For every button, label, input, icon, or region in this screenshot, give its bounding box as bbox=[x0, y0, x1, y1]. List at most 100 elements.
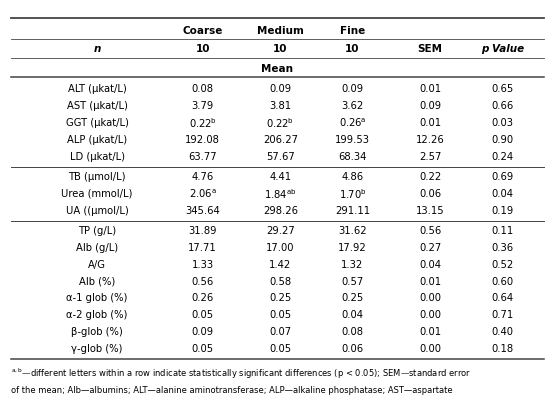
Text: 1.70$^{\mathregular{b}}$: 1.70$^{\mathregular{b}}$ bbox=[339, 187, 366, 201]
Text: TB (μmol/L): TB (μmol/L) bbox=[68, 172, 126, 182]
Text: 17.00: 17.00 bbox=[266, 243, 295, 253]
Text: 31.89: 31.89 bbox=[188, 226, 217, 236]
Text: Alb (g/L): Alb (g/L) bbox=[76, 243, 118, 253]
Text: 10: 10 bbox=[345, 44, 360, 54]
Text: 0.52: 0.52 bbox=[491, 260, 513, 270]
Text: Coarse: Coarse bbox=[183, 26, 223, 36]
Text: 0.04: 0.04 bbox=[341, 310, 364, 320]
Text: n: n bbox=[93, 44, 101, 54]
Text: 0.11: 0.11 bbox=[491, 226, 513, 236]
Text: 0.60: 0.60 bbox=[491, 276, 513, 286]
Text: p Value: p Value bbox=[481, 44, 524, 54]
Text: 0.22$^{\mathregular{b}}$: 0.22$^{\mathregular{b}}$ bbox=[266, 116, 294, 130]
Text: α-2 glob (%): α-2 glob (%) bbox=[67, 310, 128, 320]
Text: 0.26: 0.26 bbox=[191, 293, 214, 303]
Text: 10: 10 bbox=[273, 44, 287, 54]
Text: $^{\mathregular{a,b}}$—different letters within a row indicate statistically sig: $^{\mathregular{a,b}}$—different letters… bbox=[11, 366, 471, 381]
Text: AST (μkat/L): AST (μkat/L) bbox=[67, 101, 128, 111]
Text: 0.69: 0.69 bbox=[491, 172, 513, 182]
Text: 0.09: 0.09 bbox=[341, 84, 364, 94]
Text: Urea (mmol/L): Urea (mmol/L) bbox=[62, 189, 133, 199]
Text: 0.00: 0.00 bbox=[419, 344, 441, 354]
Text: 0.09: 0.09 bbox=[419, 101, 441, 111]
Text: 0.06: 0.06 bbox=[341, 344, 364, 354]
Text: 0.24: 0.24 bbox=[491, 152, 513, 162]
Text: 0.57: 0.57 bbox=[341, 276, 364, 286]
Text: 0.00: 0.00 bbox=[419, 310, 441, 320]
Text: 0.66: 0.66 bbox=[491, 101, 513, 111]
Text: 10: 10 bbox=[195, 44, 210, 54]
Text: 0.01: 0.01 bbox=[419, 118, 441, 128]
Text: 3.62: 3.62 bbox=[341, 101, 364, 111]
Text: 0.40: 0.40 bbox=[491, 327, 513, 337]
Text: 298.26: 298.26 bbox=[263, 206, 298, 216]
Text: 0.09: 0.09 bbox=[269, 84, 291, 94]
Text: 1.84$^{\mathregular{ab}}$: 1.84$^{\mathregular{ab}}$ bbox=[264, 187, 296, 201]
Text: 192.08: 192.08 bbox=[185, 135, 220, 145]
Text: 0.64: 0.64 bbox=[491, 293, 513, 303]
Text: 0.25: 0.25 bbox=[269, 293, 291, 303]
Text: 0.05: 0.05 bbox=[191, 310, 214, 320]
Text: β-glob (%): β-glob (%) bbox=[71, 327, 123, 337]
Text: A/G: A/G bbox=[88, 260, 106, 270]
Text: 0.27: 0.27 bbox=[419, 243, 441, 253]
Text: 0.07: 0.07 bbox=[269, 327, 291, 337]
Text: γ-glob (%): γ-glob (%) bbox=[72, 344, 123, 354]
Text: Medium: Medium bbox=[257, 26, 304, 36]
Text: 0.56: 0.56 bbox=[419, 226, 441, 236]
Text: 0.90: 0.90 bbox=[491, 135, 513, 145]
Text: 2.57: 2.57 bbox=[419, 152, 441, 162]
Text: ALT (μkat/L): ALT (μkat/L) bbox=[68, 84, 127, 94]
Text: UA ((μmol/L): UA ((μmol/L) bbox=[65, 206, 129, 216]
Text: 4.41: 4.41 bbox=[269, 172, 291, 182]
Text: 291.11: 291.11 bbox=[335, 206, 370, 216]
Text: 68.34: 68.34 bbox=[338, 152, 367, 162]
Text: 13.15: 13.15 bbox=[416, 206, 445, 216]
Text: α-1 glob (%): α-1 glob (%) bbox=[67, 293, 128, 303]
Text: SEM: SEM bbox=[417, 44, 443, 54]
Text: 0.22: 0.22 bbox=[419, 172, 441, 182]
Text: 0.04: 0.04 bbox=[491, 189, 513, 199]
Text: 1.32: 1.32 bbox=[341, 260, 364, 270]
Text: 31.62: 31.62 bbox=[338, 226, 367, 236]
Text: 0.01: 0.01 bbox=[419, 84, 441, 94]
Text: 4.86: 4.86 bbox=[341, 172, 364, 182]
Text: 63.77: 63.77 bbox=[188, 152, 217, 162]
Text: 17.92: 17.92 bbox=[338, 243, 367, 253]
Text: 0.03: 0.03 bbox=[491, 118, 513, 128]
Text: 0.08: 0.08 bbox=[341, 327, 364, 337]
Text: 345.64: 345.64 bbox=[185, 206, 220, 216]
Text: 4.76: 4.76 bbox=[191, 172, 214, 182]
Text: Alb (%): Alb (%) bbox=[79, 276, 115, 286]
Text: TP (g/L): TP (g/L) bbox=[78, 226, 116, 236]
Text: 0.09: 0.09 bbox=[191, 327, 214, 337]
Text: Mean: Mean bbox=[261, 64, 294, 74]
Text: LD (μkat/L): LD (μkat/L) bbox=[69, 152, 125, 162]
Text: 0.05: 0.05 bbox=[191, 344, 214, 354]
Text: 0.00: 0.00 bbox=[419, 293, 441, 303]
Text: 0.01: 0.01 bbox=[419, 327, 441, 337]
Text: 29.27: 29.27 bbox=[266, 226, 295, 236]
Text: 0.05: 0.05 bbox=[269, 310, 291, 320]
Text: 0.25: 0.25 bbox=[341, 293, 364, 303]
Text: 1.42: 1.42 bbox=[269, 260, 291, 270]
Text: 3.79: 3.79 bbox=[191, 101, 214, 111]
Text: GGT (μkat/L): GGT (μkat/L) bbox=[65, 118, 129, 128]
Text: 199.53: 199.53 bbox=[335, 135, 370, 145]
Text: 0.71: 0.71 bbox=[491, 310, 513, 320]
Text: 2.06$^{\mathregular{a}}$: 2.06$^{\mathregular{a}}$ bbox=[189, 188, 216, 200]
Text: 3.81: 3.81 bbox=[269, 101, 291, 111]
Text: 0.08: 0.08 bbox=[191, 84, 214, 94]
Text: ALP (μkat/L): ALP (μkat/L) bbox=[67, 135, 127, 145]
Text: 0.19: 0.19 bbox=[491, 206, 513, 216]
Text: 0.04: 0.04 bbox=[419, 260, 441, 270]
Text: 57.67: 57.67 bbox=[266, 152, 295, 162]
Text: 0.05: 0.05 bbox=[269, 344, 291, 354]
Text: 17.71: 17.71 bbox=[188, 243, 217, 253]
Text: 206.27: 206.27 bbox=[263, 135, 298, 145]
Text: 0.56: 0.56 bbox=[191, 276, 214, 286]
Text: 0.01: 0.01 bbox=[419, 276, 441, 286]
Text: 0.06: 0.06 bbox=[419, 189, 441, 199]
Text: 0.65: 0.65 bbox=[491, 84, 513, 94]
Text: 0.26$^{\mathregular{a}}$: 0.26$^{\mathregular{a}}$ bbox=[339, 117, 366, 129]
